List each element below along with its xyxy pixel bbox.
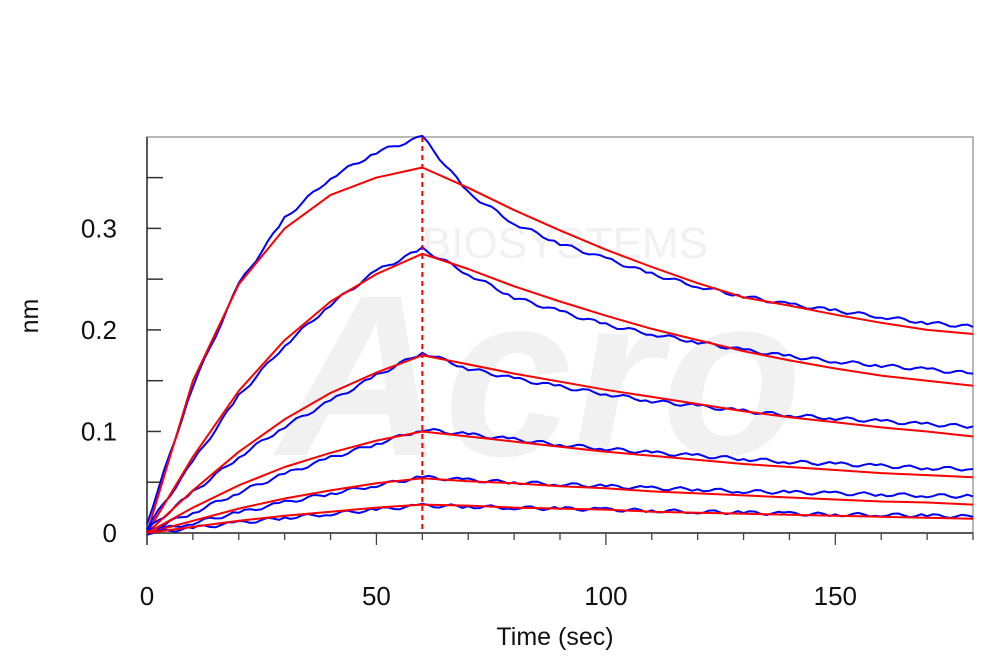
- y-tick-label: 0.3: [81, 213, 117, 243]
- measured-curve: [146, 246, 974, 530]
- fit-curve: [146, 430, 974, 534]
- fit-curve: [146, 503, 974, 534]
- x-axis-title: Time (sec): [496, 623, 613, 651]
- fit-curve: [146, 354, 974, 534]
- y-tick-label: 0.1: [81, 416, 117, 446]
- fit-curve: [146, 477, 974, 534]
- y-axis-title: nm: [16, 299, 44, 334]
- tick-labels: 0 50 100 150 0 0.1 0.2 0.3: [81, 213, 857, 611]
- fit-curve: [146, 166, 974, 534]
- y-tick-label: 0: [103, 518, 117, 548]
- measured-curve: [146, 428, 974, 531]
- x-tick-label: 50: [362, 581, 391, 611]
- series-layer: [146, 134, 974, 536]
- x-tick-label: 100: [584, 581, 627, 611]
- measured-curve: [146, 351, 974, 530]
- measured-curve: [146, 134, 974, 525]
- x-tick-label: 0: [140, 581, 154, 611]
- watermark-large-text: Acro: [273, 247, 802, 504]
- x-tick-label: 150: [814, 581, 857, 611]
- fit-curve: [146, 252, 974, 534]
- y-tick-label: 0.2: [81, 315, 117, 345]
- watermark-small-text: BIOSYSTEMS: [422, 219, 708, 268]
